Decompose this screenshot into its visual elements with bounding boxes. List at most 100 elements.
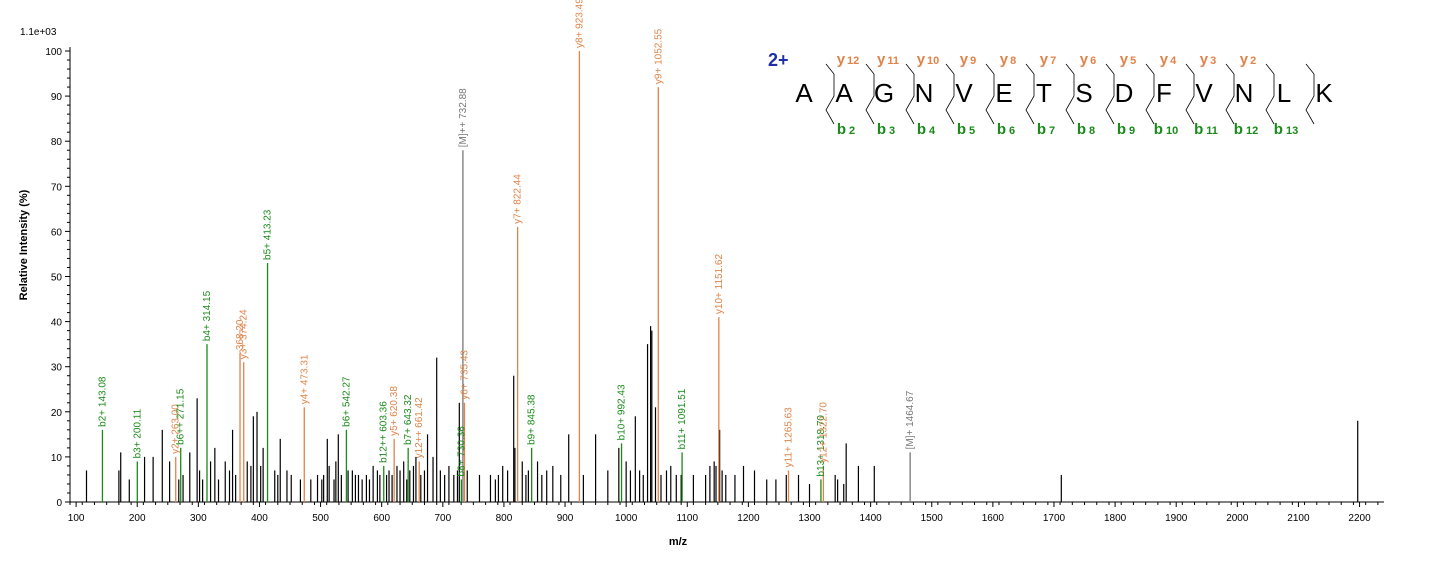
y-tick-label: 60 [51, 227, 63, 238]
sequence-residue: V [1195, 78, 1213, 108]
x-tick-label: 1600 [982, 513, 1005, 524]
b-ion-label: b 11 [1194, 121, 1218, 138]
y-tick-label: 90 [51, 92, 63, 103]
cleavage-marker [1025, 63, 1035, 125]
x-tick-label: 200 [129, 513, 146, 524]
peak-label: y5+ 620.38 [389, 386, 400, 436]
peak-label: y8+ 923.49 [574, 0, 585, 48]
y-axis-title: Relative Intensity (%) [18, 189, 30, 300]
sequence-residue: E [995, 78, 1012, 108]
x-tick-label: 500 [312, 513, 329, 524]
y-tick-label: 10 [51, 453, 63, 464]
peak-label: y3+ 374.24 [239, 309, 250, 359]
peak-label: y2+ 263.00 [171, 404, 182, 454]
peak-label: b6+ 542.27 [341, 376, 352, 427]
peak-label: b5+ 413.23 [263, 209, 274, 260]
peak-label: [M]++ 732.88 [458, 88, 469, 147]
x-tick-label: 400 [251, 513, 268, 524]
peak-label: b2+ 143.08 [97, 376, 108, 427]
sequence-residue: A [835, 78, 853, 108]
peak-label: b6++ 271.15 [176, 388, 187, 445]
cleavage-marker [1265, 63, 1275, 125]
sequence-residue: L [1277, 78, 1291, 108]
peak-label: 368.20 [235, 319, 246, 350]
peak-label: [M]+ 1464.67 [905, 390, 916, 449]
b-ion-label: b 13 [1274, 121, 1298, 138]
intensity-scale-label: 1.1e+03 [20, 27, 57, 38]
y-tick-label: 70 [51, 182, 63, 193]
sequence-coverage: 2+ A A G N V E T S D F V N L Ky 12 y 11 y 10 y 9 y 8 y 7 y 6 y 5 y 4 y 3… [768, 50, 1333, 138]
b-ion-label: b 12 [1234, 121, 1258, 138]
peak-label: y6+ 735.43 [459, 350, 470, 400]
x-tick-label: 2200 [1348, 513, 1371, 524]
x-tick-label: 900 [557, 513, 574, 524]
peak-label: b11+ 1091.51 [677, 388, 688, 449]
x-tick-label: 2100 [1287, 513, 1310, 524]
cleavage-marker [945, 63, 955, 125]
cleavage-marker [1305, 63, 1315, 125]
sequence-residue: T [1036, 78, 1052, 108]
x-tick-label: 1400 [859, 513, 882, 524]
cleavage-marker [1185, 63, 1195, 125]
x-tick-label: 1100 [677, 513, 699, 524]
sequence-residue: N [1235, 78, 1254, 108]
y-tick-label: 50 [51, 273, 63, 284]
peak-label: b4+ 314.15 [202, 290, 213, 341]
x-tick-label: 600 [373, 513, 390, 524]
x-tick-label: 1000 [615, 513, 638, 524]
sequence-residue: A [795, 78, 813, 108]
annotated-peaks [101, 51, 911, 502]
cleavage-marker [825, 63, 835, 125]
unannotated-peaks [85, 326, 1359, 502]
y-tick-label: 0 [56, 498, 62, 509]
x-axis-title: m/z [669, 536, 688, 548]
x-tick-label: 300 [190, 513, 207, 524]
peak-label: b3+ 200.11 [132, 408, 143, 458]
peak-label: b8+ 730.36 [456, 426, 467, 477]
y-tick-label: 80 [51, 137, 63, 148]
peak-label: y7+ 822.44 [513, 174, 524, 224]
x-tick-label: 1900 [1165, 513, 1188, 524]
axes: 100 200 300 400 500 600 700 800 900 1000 1100 1200 1… [45, 47, 1384, 524]
peak-label: y9+ 1052.55 [653, 28, 664, 84]
y-ion-label: y 10 [917, 51, 940, 68]
peak-label: b9+ 845.38 [527, 394, 538, 445]
y-tick-label: 40 [51, 318, 63, 329]
peak-label: b13+ 1318.70 [816, 415, 827, 477]
peak-label: y12++ 661.42 [414, 397, 425, 459]
x-tick-label: 2000 [1226, 513, 1249, 524]
peak-label: y12+ 1322.70 [818, 402, 829, 463]
cleavage-marker [865, 63, 875, 125]
peak-label: b12++ 603.36 [379, 401, 390, 463]
cleavage-marker [985, 63, 995, 125]
cleavage-marker [1145, 63, 1155, 125]
peak-label: b7+ 643.32 [403, 394, 414, 445]
sequence-residue: K [1315, 78, 1333, 108]
charge-state: 2+ [768, 50, 789, 70]
sequence-residue: F [1156, 78, 1172, 108]
sequence-residue: S [1075, 78, 1092, 108]
x-tick-label: 700 [434, 513, 451, 524]
x-tick-label: 1200 [737, 513, 760, 524]
cleavage-marker [1065, 63, 1075, 125]
x-tick-label: 1300 [798, 513, 821, 524]
y-tick-label: 20 [51, 408, 63, 419]
sequence-residue: G [874, 78, 894, 108]
y-tick-label: 100 [45, 47, 62, 58]
x-tick-label: 1500 [921, 513, 944, 524]
